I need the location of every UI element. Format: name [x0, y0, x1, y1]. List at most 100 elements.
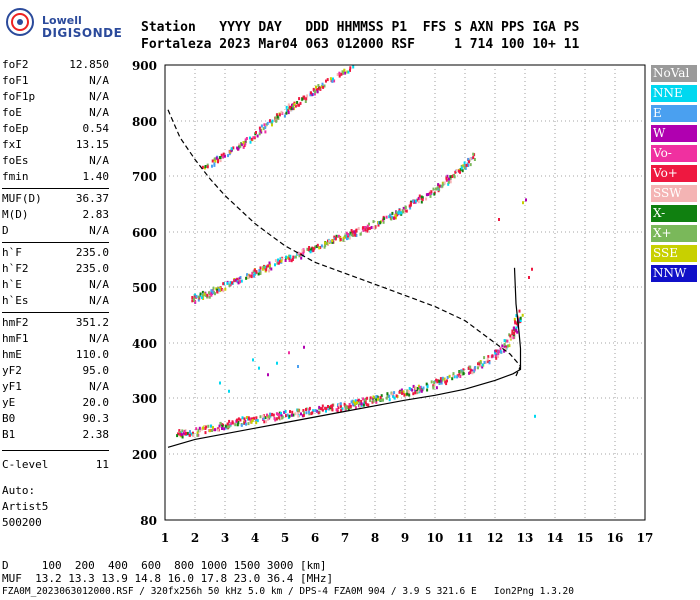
- echo-point: [297, 410, 300, 413]
- noise-point: [219, 381, 221, 385]
- echo-point: [247, 422, 250, 426]
- echo-point: [375, 395, 378, 399]
- echo-point: [239, 144, 242, 148]
- file-info-row: FZA0M_2023063012000.RSF / 320fx256h 50 k…: [2, 586, 574, 597]
- echo-point: [181, 433, 184, 437]
- echo-point: [314, 245, 317, 249]
- echo-point: [310, 412, 313, 416]
- echo-point: [255, 416, 258, 420]
- echo-point: [201, 427, 204, 431]
- echo-point: [449, 176, 452, 180]
- echo-point: [356, 401, 358, 405]
- echo-point: [379, 396, 382, 399]
- echo-point: [227, 422, 230, 426]
- echo-point: [414, 200, 417, 204]
- echo-point: [255, 131, 257, 134]
- echo-point: [317, 84, 320, 87]
- echo-point: [339, 235, 342, 239]
- echo-point: [430, 192, 433, 196]
- echo-point: [469, 370, 472, 374]
- echo-point: [446, 174, 449, 178]
- echo-point: [237, 281, 240, 285]
- echo-point: [266, 417, 269, 421]
- echo-point: [291, 107, 294, 111]
- echo-point: [398, 208, 401, 212]
- echo-point: [497, 352, 500, 356]
- echo-point: [438, 379, 441, 383]
- panel-divider: [2, 450, 109, 451]
- echo-point: [382, 216, 385, 220]
- echo-point: [290, 108, 293, 112]
- echo-point: [432, 384, 435, 388]
- echo-point: [288, 254, 291, 258]
- echo-point: [268, 269, 271, 273]
- echo-point: [292, 255, 295, 259]
- echo-point: [513, 327, 516, 331]
- echo-point: [269, 263, 271, 267]
- legend-e: E: [651, 105, 697, 122]
- echo-point: [349, 404, 352, 408]
- echo-point: [417, 388, 420, 392]
- y-tick-label: 80: [140, 514, 157, 528]
- echo-point: [204, 165, 207, 168]
- echo-point: [277, 412, 279, 416]
- echo-point: [333, 79, 336, 83]
- param-row-hmf2: hmF2 351.2: [2, 316, 109, 332]
- echo-point: [345, 231, 348, 235]
- echo-point: [445, 176, 448, 180]
- echo-point: [438, 188, 441, 192]
- echo-point: [478, 361, 481, 365]
- echo-point: [265, 123, 268, 127]
- echo-point: [360, 402, 363, 406]
- echo-point: [446, 379, 448, 383]
- echo-point: [285, 111, 288, 115]
- echo-point: [364, 401, 367, 405]
- echo-point: [255, 270, 258, 273]
- echo-point: [299, 101, 302, 105]
- echo-point: [271, 412, 274, 416]
- param-name: MUF(D): [2, 192, 42, 205]
- echo-point: [458, 370, 461, 373]
- echo-point: [197, 298, 200, 302]
- echo-point: [241, 416, 244, 420]
- echo-point: [349, 406, 352, 409]
- echo-point: [375, 398, 377, 402]
- echo-point: [398, 208, 401, 212]
- echo-point: [297, 414, 300, 418]
- echo-point: [178, 429, 181, 433]
- noise-point: [267, 373, 269, 377]
- echo-point: [417, 384, 420, 388]
- echo-point: [377, 223, 380, 227]
- echo-point: [514, 328, 517, 332]
- echo-point: [383, 217, 386, 221]
- echo-point: [355, 400, 358, 404]
- echo-point: [312, 87, 315, 91]
- auto-version: 500200: [2, 516, 42, 529]
- noise-point: [228, 389, 230, 393]
- echo-point: [246, 273, 249, 277]
- echo-point: [191, 296, 194, 299]
- echo-point: [360, 403, 363, 407]
- echo-point: [343, 69, 346, 73]
- echo-point: [408, 204, 411, 208]
- echo-point: [262, 265, 265, 269]
- echo-point: [414, 388, 417, 391]
- echo-point: [316, 243, 319, 247]
- echo-point: [259, 271, 262, 275]
- echo-point: [222, 155, 225, 159]
- echo-point: [410, 388, 413, 391]
- echo-point: [260, 130, 263, 134]
- echo-point: [239, 418, 242, 422]
- echo-point: [229, 281, 232, 285]
- echo-point: [446, 376, 449, 379]
- panel-divider: [2, 312, 109, 313]
- echo-point: [188, 433, 191, 437]
- echo-point: [212, 291, 215, 295]
- echo-point: [229, 150, 232, 154]
- echo-point: [288, 106, 291, 110]
- echo-point: [453, 375, 456, 379]
- echo-point: [512, 336, 515, 340]
- param-name: hmE: [2, 348, 22, 361]
- echo-point: [228, 424, 231, 428]
- echo-point: [217, 286, 220, 290]
